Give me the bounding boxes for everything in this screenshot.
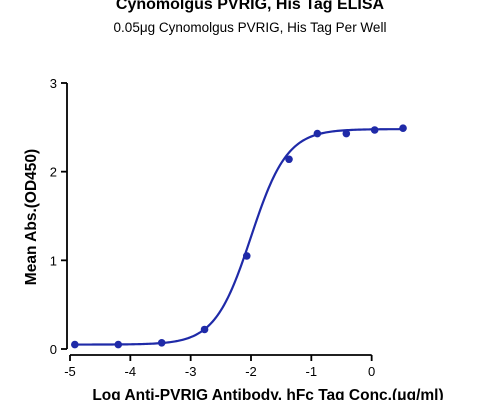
axes bbox=[66, 83, 372, 356]
fit-curve-layer bbox=[74, 128, 404, 346]
y-tick-label: 1 bbox=[50, 253, 57, 268]
x-tick-label: 0 bbox=[368, 364, 375, 379]
x-tick-label: -3 bbox=[185, 364, 197, 379]
x-tick-label: -4 bbox=[125, 364, 137, 379]
ticks: 0 1 2 3 -5 -4 -3 -2 -1 0 bbox=[50, 76, 376, 379]
data-point bbox=[114, 340, 123, 349]
chart-title: Cynomolgus PVRIG, His Tag ELISA bbox=[116, 0, 385, 13]
data-point bbox=[200, 325, 209, 334]
x-axis-label: Log Anti-PVRIG Antibody, hFc Tag Conc.(μ… bbox=[92, 387, 443, 400]
x-tick-label: -2 bbox=[245, 364, 257, 379]
fit-curve bbox=[74, 128, 404, 346]
data-point bbox=[370, 126, 379, 134]
y-tick-label: 2 bbox=[50, 165, 57, 180]
x-tick-label: -5 bbox=[64, 364, 76, 379]
x-tick-label: -1 bbox=[306, 364, 318, 379]
data-point bbox=[342, 129, 351, 138]
data-point bbox=[285, 155, 293, 164]
y-axis-label: Mean Abs.(OD450) bbox=[23, 149, 40, 285]
data-point bbox=[242, 252, 251, 260]
data-point bbox=[71, 340, 79, 349]
chart-subtitle: 0.05μg Cynomolgus PVRIG, His Tag Per Wel… bbox=[114, 20, 387, 35]
data-point bbox=[399, 124, 407, 133]
y-tick-label: 0 bbox=[50, 342, 57, 357]
data-points bbox=[71, 124, 407, 349]
y-tick-label: 3 bbox=[50, 76, 57, 91]
data-point bbox=[157, 338, 166, 347]
data-point bbox=[313, 129, 322, 138]
